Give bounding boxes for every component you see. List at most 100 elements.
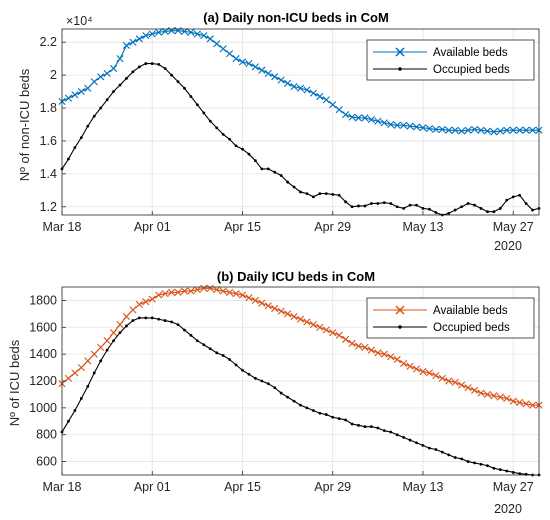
data-point [99, 106, 103, 110]
x-tick-label: Apr 29 [314, 220, 351, 234]
data-point [445, 126, 453, 134]
data-point [264, 302, 272, 310]
x-tick-label: Mar 18 [43, 480, 82, 494]
data-point [213, 40, 221, 48]
data-point [176, 80, 180, 84]
data-point [376, 202, 380, 205]
data-point [266, 167, 270, 171]
data-point [509, 397, 517, 405]
x-tick-label: May 13 [402, 220, 443, 234]
panel-icu-beds: (b) Daily ICU beds in CoM Nº of ICU beds… [7, 269, 543, 516]
data-point [466, 460, 470, 463]
data-point [90, 78, 98, 86]
data-point [329, 101, 337, 109]
data-point [260, 379, 264, 383]
data-point [421, 207, 425, 210]
data-point [292, 399, 296, 403]
data-point [483, 390, 492, 399]
x-tick-label: Apr 29 [314, 480, 351, 494]
data-point [200, 284, 208, 292]
data-point [516, 398, 524, 407]
data-point [129, 306, 137, 314]
data-point [77, 363, 85, 372]
data-point [498, 207, 502, 210]
data-point [195, 103, 199, 107]
data-point [193, 30, 201, 38]
data-point [118, 83, 122, 87]
data-point [483, 127, 492, 135]
data-point [464, 126, 472, 134]
data-point [271, 304, 279, 313]
data-point [238, 58, 247, 66]
data-point [363, 204, 367, 208]
data-point [183, 86, 186, 90]
panel-non-icu-beds: (a) Daily non-ICU beds in CoM Nº of non-… [17, 10, 543, 253]
data-point [337, 417, 341, 420]
legend: Available beds Occupied beds [366, 297, 535, 339]
data-point [318, 192, 322, 196]
data-point [419, 124, 427, 132]
data-point [142, 31, 150, 40]
legend-label-occupied-beds: Occupied beds [433, 64, 510, 76]
data-point [92, 371, 96, 375]
data-point [380, 119, 388, 127]
data-point [503, 126, 511, 134]
data-point [451, 126, 459, 134]
data-point [335, 331, 343, 339]
legend-marker-occupied-beds [398, 325, 402, 329]
data-point [400, 359, 408, 368]
data-point [363, 425, 367, 429]
data-point [393, 355, 401, 364]
data-point [402, 436, 406, 439]
legend: Available beds Occupied beds [366, 39, 535, 81]
data-point [408, 438, 412, 442]
data-point [479, 462, 483, 466]
data-point [266, 382, 270, 386]
data-point [219, 45, 227, 53]
data-point [105, 348, 109, 352]
series-markers-occupied-beds [60, 62, 541, 217]
data-point [428, 207, 431, 211]
data-point [387, 353, 395, 361]
data-point [206, 284, 214, 292]
x-year-label: 2020 [494, 239, 522, 253]
data-point [370, 425, 373, 429]
data-point [97, 73, 105, 81]
data-point [434, 211, 438, 214]
data-point [299, 190, 302, 194]
data-point [299, 403, 302, 407]
y-tick-label: 1.8 [40, 101, 57, 115]
data-point [86, 124, 90, 128]
data-point [215, 351, 219, 355]
data-point [245, 294, 253, 302]
data-point [84, 357, 92, 365]
data-point [155, 28, 163, 36]
data-point [174, 27, 182, 35]
data-point [135, 35, 143, 43]
data-point [137, 316, 141, 320]
data-point [522, 126, 530, 134]
data-point [354, 114, 363, 122]
legend-label-occupied-beds: Occupied beds [433, 322, 510, 334]
data-point [264, 69, 272, 78]
data-point [118, 331, 122, 335]
data-point [208, 347, 212, 351]
data-point [492, 466, 496, 470]
data-point [97, 343, 105, 352]
data-point [447, 211, 451, 215]
x-year-label: 2020 [494, 502, 522, 516]
data-point [157, 317, 161, 321]
data-point [232, 290, 240, 298]
data-point [496, 393, 504, 401]
data-point [400, 121, 408, 129]
data-point [348, 339, 356, 347]
data-point [144, 62, 148, 65]
data-point [163, 319, 167, 322]
data-point [148, 30, 156, 38]
data-point [258, 299, 266, 307]
data-point [350, 422, 354, 426]
data-point [79, 136, 83, 140]
data-point [382, 429, 386, 433]
y-axis-label: Nº of ICU beds [7, 339, 22, 426]
